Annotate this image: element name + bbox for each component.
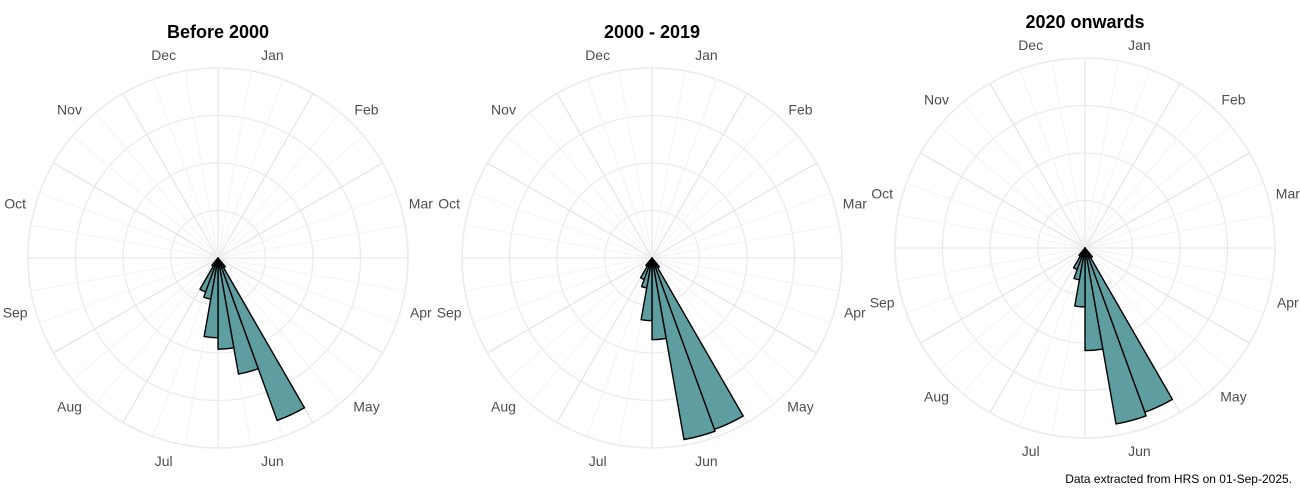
month-label-dec: Dec (1018, 37, 1043, 53)
month-label-mar: Mar (1276, 186, 1300, 202)
rose-panel: Jan Feb Mar Apr May Jun Jul Aug Sep Oct Nov Dec 2020… (870, 12, 1300, 459)
month-label-jul: Jul (1022, 443, 1040, 459)
panel-title: Before 2000 (167, 22, 269, 42)
month-label-aug: Aug (491, 398, 516, 414)
month-label-oct: Oct (438, 196, 460, 212)
month-label-nov: Nov (924, 92, 949, 108)
month-label-feb: Feb (354, 102, 378, 118)
month-label-apr: Apr (410, 304, 432, 320)
month-label-apr: Apr (1277, 294, 1299, 310)
month-label-aug: Aug (57, 398, 82, 414)
month-label-sep: Sep (437, 304, 462, 320)
month-label-jul: Jul (589, 453, 607, 469)
month-label-nov: Nov (491, 102, 516, 118)
month-label-dec: Dec (585, 47, 610, 63)
month-label-sep: Sep (3, 304, 28, 320)
month-label-may: May (1220, 388, 1246, 404)
month-label-feb: Feb (788, 102, 812, 118)
month-label-oct: Oct (4, 196, 26, 212)
month-label-may: May (353, 398, 379, 414)
month-label-may: May (787, 398, 813, 414)
data-source-caption: Data extracted from HRS on 01-Sep-2025. (1065, 472, 1292, 486)
month-label-oct: Oct (871, 186, 893, 202)
month-label-jan: Jan (695, 47, 718, 63)
panel-title: 2020 onwards (1025, 12, 1144, 32)
month-label-mar: Mar (843, 196, 867, 212)
rose-panel: Jan Feb Mar Apr May Jun Jul Aug Sep Oct Nov Dec 2000… (437, 22, 868, 469)
month-label-jun: Jun (695, 453, 718, 469)
month-label-aug: Aug (924, 388, 949, 404)
month-label-jan: Jan (261, 47, 284, 63)
month-label-jun: Jun (1128, 443, 1151, 459)
month-label-jun: Jun (261, 453, 284, 469)
rose-panel: Jan Feb Mar Apr May Jun Jul Aug Sep Oct Nov Dec Befo… (3, 22, 434, 469)
month-label-apr: Apr (844, 304, 866, 320)
month-label-jan: Jan (1128, 37, 1151, 53)
month-label-jul: Jul (155, 453, 173, 469)
month-label-nov: Nov (57, 102, 82, 118)
month-label-sep: Sep (870, 294, 895, 310)
rose-bar-jun (652, 258, 715, 440)
panel-title: 2000 - 2019 (604, 22, 700, 42)
month-label-feb: Feb (1221, 92, 1245, 108)
month-label-dec: Dec (151, 47, 176, 63)
month-label-mar: Mar (409, 196, 433, 212)
